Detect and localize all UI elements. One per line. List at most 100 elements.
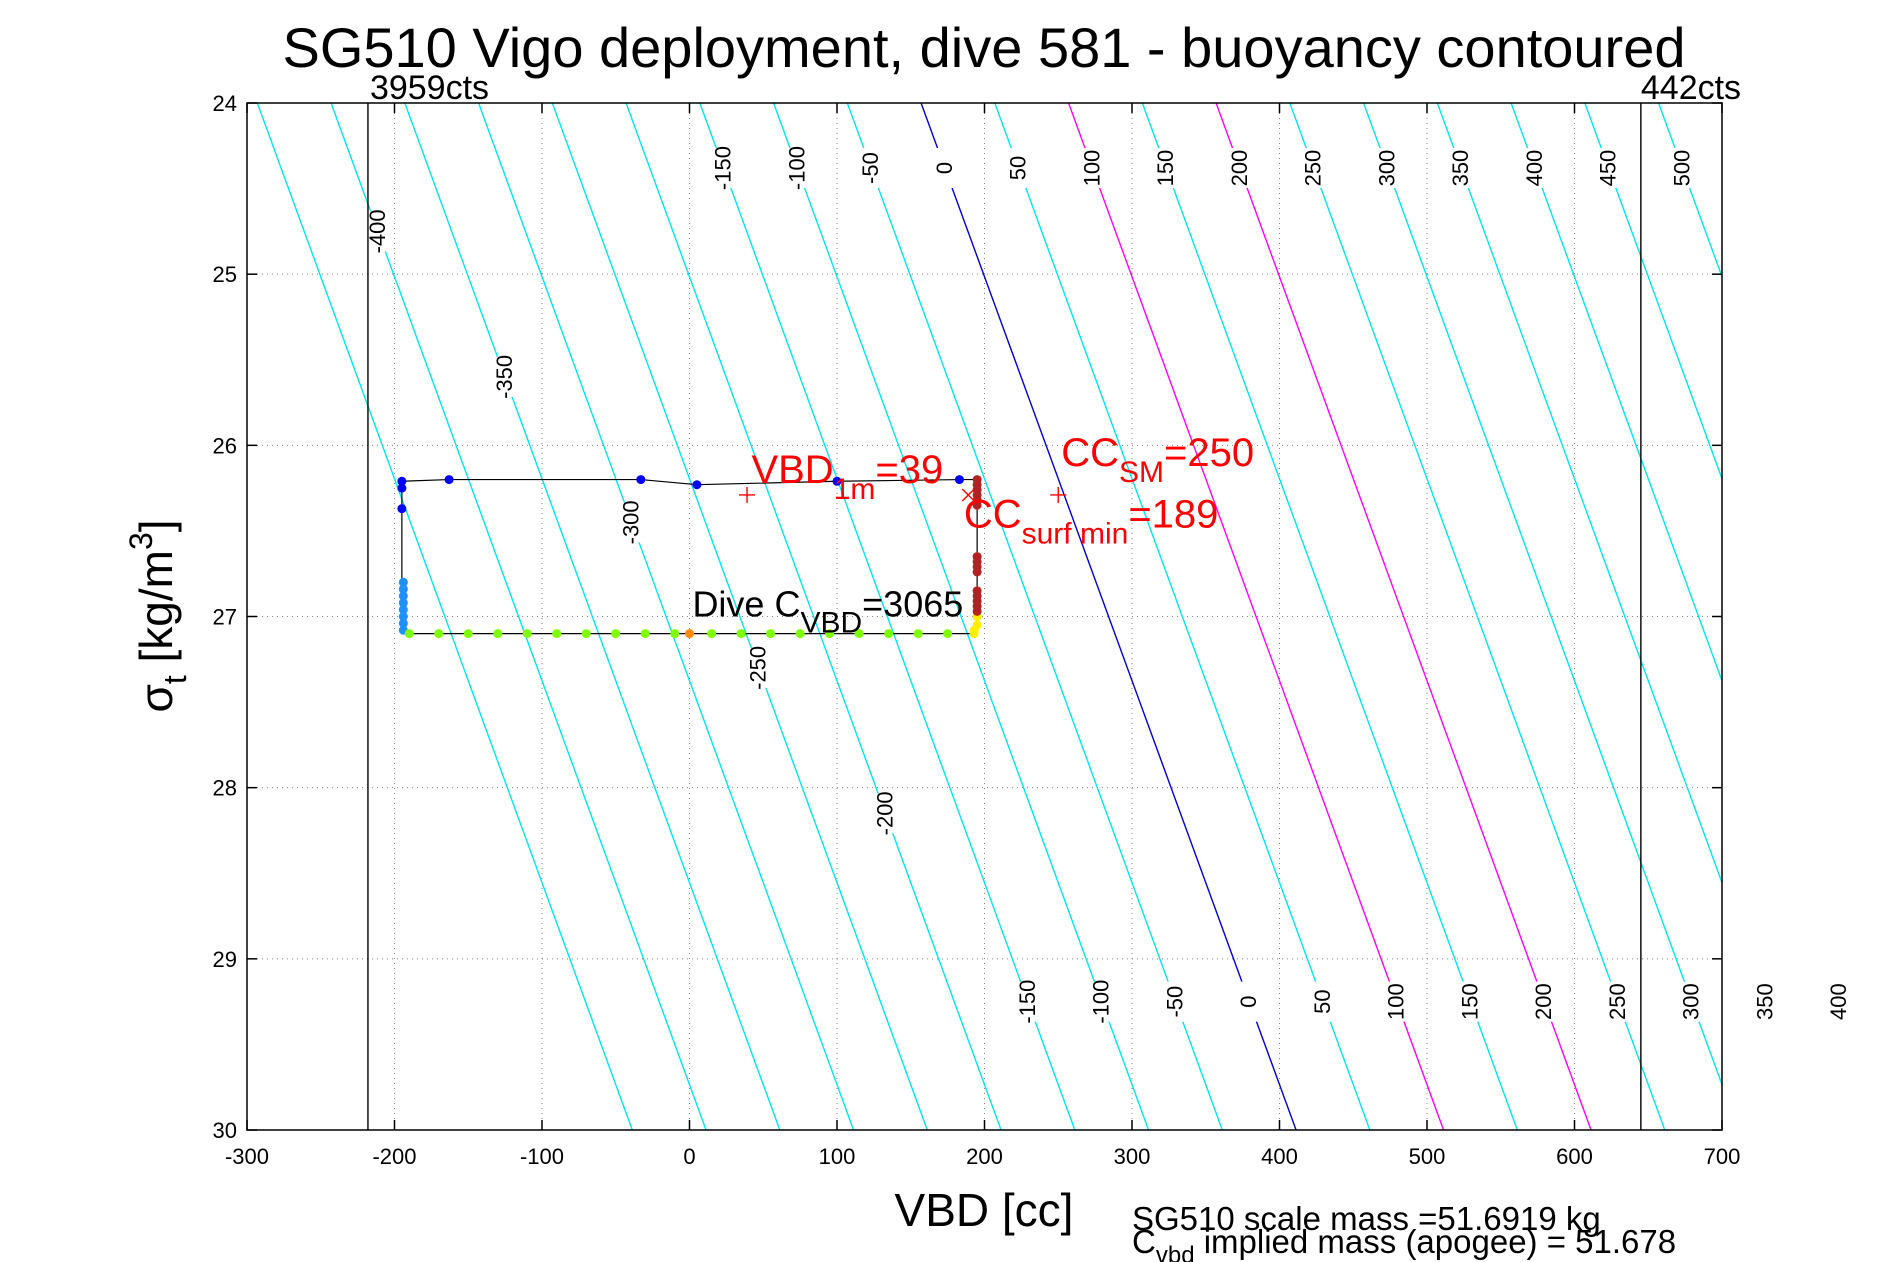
contour-line [1880, 103, 1891, 1130]
contour-label: 300 [1679, 983, 1704, 1020]
contour-label-bg [1013, 981, 1042, 1022]
annotation-main: Dive C [692, 584, 800, 625]
data-point [493, 629, 503, 639]
annotation-dive: Dive CVBD=3065 [692, 584, 963, 640]
contour-label-bg [1152, 148, 1181, 189]
contour-line [699, 103, 1076, 1130]
data-point [434, 629, 444, 639]
contour-label-bg [1520, 148, 1549, 189]
data-point [670, 629, 680, 639]
x-tick-label: 500 [1409, 1144, 1446, 1169]
data-point [397, 476, 407, 486]
annotation-ccsm: CCSM=250 [1061, 431, 1254, 489]
annotation-value: =39 [875, 448, 943, 492]
contour-line-highlight [1067, 103, 1445, 1130]
y-tick-label: 26 [213, 433, 237, 458]
annotation-sub: VBD [800, 607, 862, 640]
data-point [398, 618, 408, 628]
data-point [398, 612, 408, 621]
data-point [463, 629, 473, 639]
contour-label: 200 [1531, 983, 1556, 1020]
data-point [640, 629, 650, 639]
x-tick-label: 700 [1704, 1144, 1741, 1169]
cross-marker [961, 488, 975, 502]
data-point [404, 629, 414, 639]
data-point [969, 625, 979, 635]
contour-label: 0 [932, 162, 957, 174]
contour-line [1362, 103, 1722, 1087]
data-point [913, 629, 923, 639]
contour-label: -200 [872, 791, 897, 835]
vbd-limit-label: 3959cts [370, 69, 489, 107]
data-point [825, 629, 835, 639]
contour-label-bg [709, 148, 738, 189]
contour-line [1732, 103, 1891, 1130]
contour-line [256, 103, 633, 1130]
contour-labels: -400 -350 -300 -250 -200 -150 -100 -50 0 50 100 150… [363, 146, 1854, 1024]
y-tick-label: 27 [213, 605, 237, 630]
contour-label: -300 [619, 500, 644, 544]
x-tick-label: -200 [372, 1144, 416, 1169]
data-point [707, 629, 717, 639]
data-point [522, 629, 532, 639]
contour-label: 150 [1457, 983, 1482, 1020]
contour-label-bg [783, 148, 812, 189]
contour-label: 200 [1227, 150, 1252, 187]
contour-label-bg [857, 148, 886, 189]
data-point [611, 629, 621, 639]
y-axis-label-main: σ [130, 684, 182, 712]
contour-label-bg [1299, 148, 1328, 189]
contour-label-bg [930, 148, 959, 189]
contour-label: 250 [1605, 983, 1630, 1020]
scale-mass-note: SG510 scale mass =51.6919 kg [1132, 1200, 1601, 1237]
data-point [692, 480, 702, 490]
data-point [397, 504, 407, 514]
contour-label: -150 [1015, 980, 1040, 1024]
contour-label: 100 [1079, 150, 1104, 187]
contour-line [846, 103, 1223, 1130]
contour-label-bg [1447, 148, 1476, 189]
contour-label-bg [363, 211, 392, 252]
contour-label: -50 [1162, 986, 1187, 1018]
contour-label: -250 [746, 646, 771, 690]
y-tick-label: 25 [213, 262, 237, 287]
contour-line [551, 103, 928, 1130]
contour-label: 0 [1236, 995, 1261, 1007]
data-point [832, 476, 842, 486]
contour-label-bg [1004, 148, 1033, 189]
data-point [636, 475, 646, 485]
data-point [398, 591, 408, 601]
contour-label: -50 [858, 152, 883, 184]
vbd-limit-lines: 3959cts 442cts [367, 69, 1741, 1130]
contour-label-bg [1373, 148, 1402, 189]
contour-label-bg [1825, 981, 1854, 1022]
contour-label: 500 [1669, 150, 1694, 187]
y-tick-label: 29 [213, 947, 237, 972]
x-tick-label: -100 [520, 1144, 564, 1169]
plus-marker [739, 486, 756, 503]
annotation-sub: SM [1119, 456, 1164, 489]
annotation-sub: surf min [1022, 517, 1129, 550]
contour-label-bg [1530, 981, 1559, 1022]
data-point [581, 629, 591, 639]
contour-label-bg [1382, 981, 1411, 1022]
contour-line [1510, 103, 1722, 683]
annotation-vbd: VBD1m=39 [751, 448, 943, 506]
y-axis-label-sub: t [157, 675, 193, 684]
contour-line [1436, 103, 1722, 885]
x-tick-label: 100 [819, 1144, 856, 1169]
data-point [397, 483, 407, 493]
implied-mass-sub: vbd [1156, 1242, 1195, 1262]
vbd-limit-label: 442cts [1641, 69, 1741, 107]
contour-line [1141, 103, 1518, 1130]
x-tick-label: 300 [1114, 1144, 1151, 1169]
data-point [972, 606, 982, 616]
contour-label: -350 [492, 355, 517, 399]
annotation-value: =3065 [862, 584, 963, 625]
contour-label-bg [1668, 148, 1697, 189]
contour-label-bg [1308, 981, 1337, 1022]
data-point [398, 598, 408, 608]
y-axis-label-sup: 3 [123, 532, 159, 550]
